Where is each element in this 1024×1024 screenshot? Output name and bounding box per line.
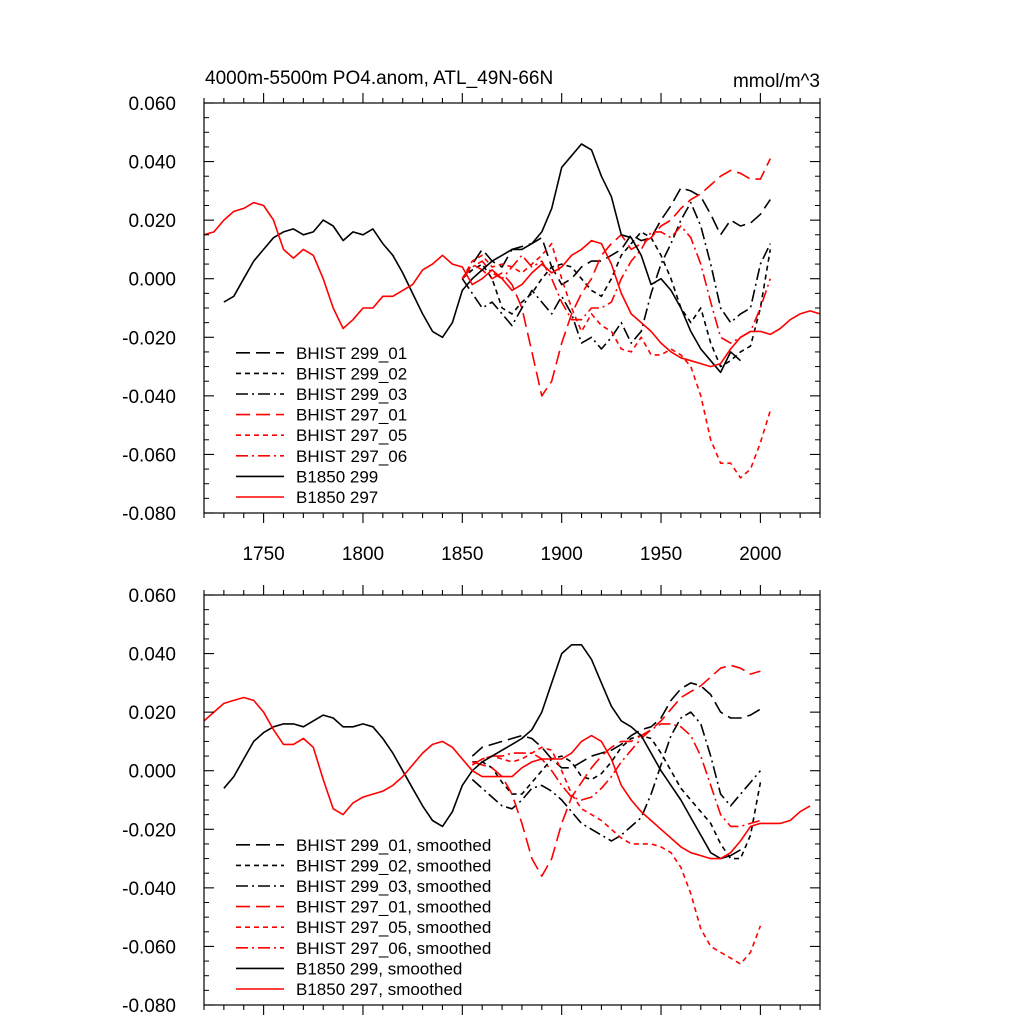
bottom-plot-area [203,644,811,965]
top-legend-label: BHIST 299_03 [296,385,407,404]
bottom-legend-label: BHIST 299_01, smoothed [296,836,491,855]
bottom-ytick-label: -0.060 [122,937,176,958]
top-ytick-label: 0.060 [128,94,176,115]
top-series-bhist-299-03 [461,201,772,350]
top-ytick-label: -0.040 [122,387,176,408]
top-ytick-label: 0.040 [128,153,176,174]
top-legend-label: BHIST 297_06 [296,447,407,466]
bottom-legend-label: BHIST 297_05, smoothed [296,918,491,937]
bottom-series-bhist-299-01-smoothed [471,682,761,769]
bottom-series-bhist-297-06-smoothed [471,723,761,828]
bottom-legend-label: B1850 299, smoothed [296,959,462,978]
chart-title: 4000m-5500m PO4.anom, ATL_49N-66N [205,68,553,89]
bottom-ytick-label: 0.020 [128,703,176,724]
bottom-series-b1850-297-smoothed [203,696,811,860]
top-series-b1850-297 [203,201,821,368]
bottom-legend-label: B1850 297, smoothed [296,980,462,999]
top-series-bhist-297-06 [461,225,772,344]
top-axes: 0.060 0.040 0.020 0.000 -0.020 -0.040 -0.060 -0… [122,93,821,565]
top-series-b1850-299 [223,143,742,374]
top-series-bhist-299-01 [461,187,771,286]
units-label: mmol/m^3 [733,71,820,92]
bottom-ytick-label: 0.040 [128,645,176,666]
top-ytick-label: 0.020 [128,211,176,232]
top-panel: 0.060 0.040 0.020 0.000 -0.020 -0.040 -0.060 -0… [122,93,821,565]
top-series-bhist-297-01 [461,158,772,397]
top-legend-label: BHIST 299_01 [296,344,407,363]
top-plot-area [203,143,821,479]
bottom-series-bhist-299-03-smoothed [471,711,762,842]
top-xtick-label: 1850 [441,544,483,565]
top-ytick-label: -0.020 [122,328,176,349]
top-xtick-label: 1800 [342,544,384,565]
bottom-legend-label: BHIST 297_06, smoothed [296,939,491,958]
bottom-legend-label: BHIST 297_01, smoothed [296,898,491,917]
bottom-ytick-label: -0.080 [122,996,176,1017]
top-series-bhist-297-05 [461,242,772,479]
top-ytick-label: -0.060 [122,445,176,466]
top-legend-label: BHIST 299_02 [296,364,407,383]
bottom-ytick-label: -0.040 [122,879,176,900]
bottom-panel: 0.060 0.040 0.020 0.000 -0.020 -0.040 -0.060 -0… [122,585,821,1017]
top-xtick-label: 1900 [541,544,583,565]
bottom-ytick-label: -0.020 [122,820,176,841]
top-ytick-label: -0.080 [122,504,176,525]
top-xtick-label: 1950 [640,544,682,565]
top-legend-label: B1850 297 [296,488,378,507]
bottom-axes: 0.060 0.040 0.020 0.000 -0.020 -0.040 -0.060 -0… [122,585,821,1017]
top-legend-label: BHIST 297_01 [296,406,407,425]
top-legend-label: B1850 299 [296,467,378,486]
top-xtick-label: 1750 [242,544,284,565]
bottom-ytick-label: 0.060 [128,586,176,607]
top-legend-label: BHIST 297_05 [296,426,407,445]
bottom-series-b1850-299-smoothed [223,644,741,860]
bottom-legend-label: BHIST 299_02, smoothed [296,856,491,875]
bottom-legend-label: BHIST 299_03, smoothed [296,877,491,896]
bottom-series-bhist-299-02-smoothed [472,734,762,860]
top-xtick-label: 2000 [739,544,781,565]
bottom-ytick-label: 0.000 [128,762,176,783]
top-ytick-label: 0.000 [128,270,176,291]
